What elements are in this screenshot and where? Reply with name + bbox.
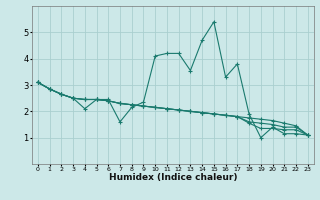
- X-axis label: Humidex (Indice chaleur): Humidex (Indice chaleur): [108, 173, 237, 182]
